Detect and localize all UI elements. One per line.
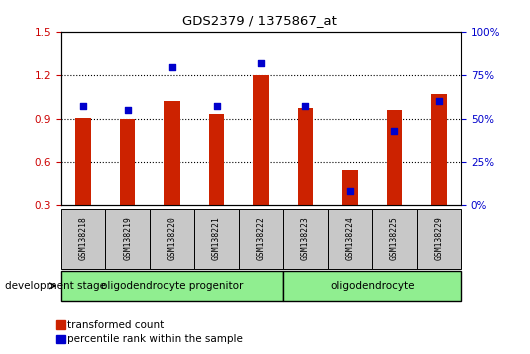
Bar <box>209 114 224 205</box>
Point <box>346 189 354 194</box>
Text: transformed count: transformed count <box>67 320 164 330</box>
Bar <box>61 209 105 269</box>
Bar <box>283 209 328 269</box>
Text: oligodendrocyte progenitor: oligodendrocyte progenitor <box>101 281 243 291</box>
Bar <box>372 209 417 269</box>
Text: GSM138221: GSM138221 <box>212 216 221 260</box>
Bar <box>298 108 313 205</box>
Point <box>301 104 310 109</box>
Text: GSM138229: GSM138229 <box>435 216 444 260</box>
Text: GSM138220: GSM138220 <box>167 216 176 260</box>
Point <box>213 104 221 109</box>
Bar <box>120 119 136 205</box>
Point <box>123 107 132 113</box>
Bar <box>342 170 358 205</box>
Bar <box>105 209 150 269</box>
Bar <box>253 74 269 205</box>
Point <box>390 128 399 133</box>
Bar <box>61 271 283 301</box>
Text: development stage: development stage <box>5 281 107 291</box>
Bar <box>75 118 91 205</box>
Bar <box>150 209 195 269</box>
Bar <box>283 271 461 301</box>
Text: percentile rank within the sample: percentile rank within the sample <box>67 334 243 344</box>
Bar <box>164 101 180 205</box>
Bar <box>386 110 402 205</box>
Bar <box>195 209 239 269</box>
Point <box>168 64 176 69</box>
Bar <box>417 209 461 269</box>
Point <box>257 60 266 66</box>
Text: GSM138222: GSM138222 <box>257 216 266 260</box>
Text: GSM138218: GSM138218 <box>78 216 87 260</box>
Text: GSM138224: GSM138224 <box>346 216 355 260</box>
Point <box>79 104 87 109</box>
Text: GDS2379 / 1375867_at: GDS2379 / 1375867_at <box>182 14 337 27</box>
Text: GSM138225: GSM138225 <box>390 216 399 260</box>
Bar <box>431 94 447 205</box>
Text: GSM138223: GSM138223 <box>301 216 310 260</box>
Bar <box>239 209 283 269</box>
Text: oligodendrocyte: oligodendrocyte <box>330 281 414 291</box>
Bar <box>328 209 372 269</box>
Point <box>435 98 443 104</box>
Text: GSM138219: GSM138219 <box>123 216 132 260</box>
